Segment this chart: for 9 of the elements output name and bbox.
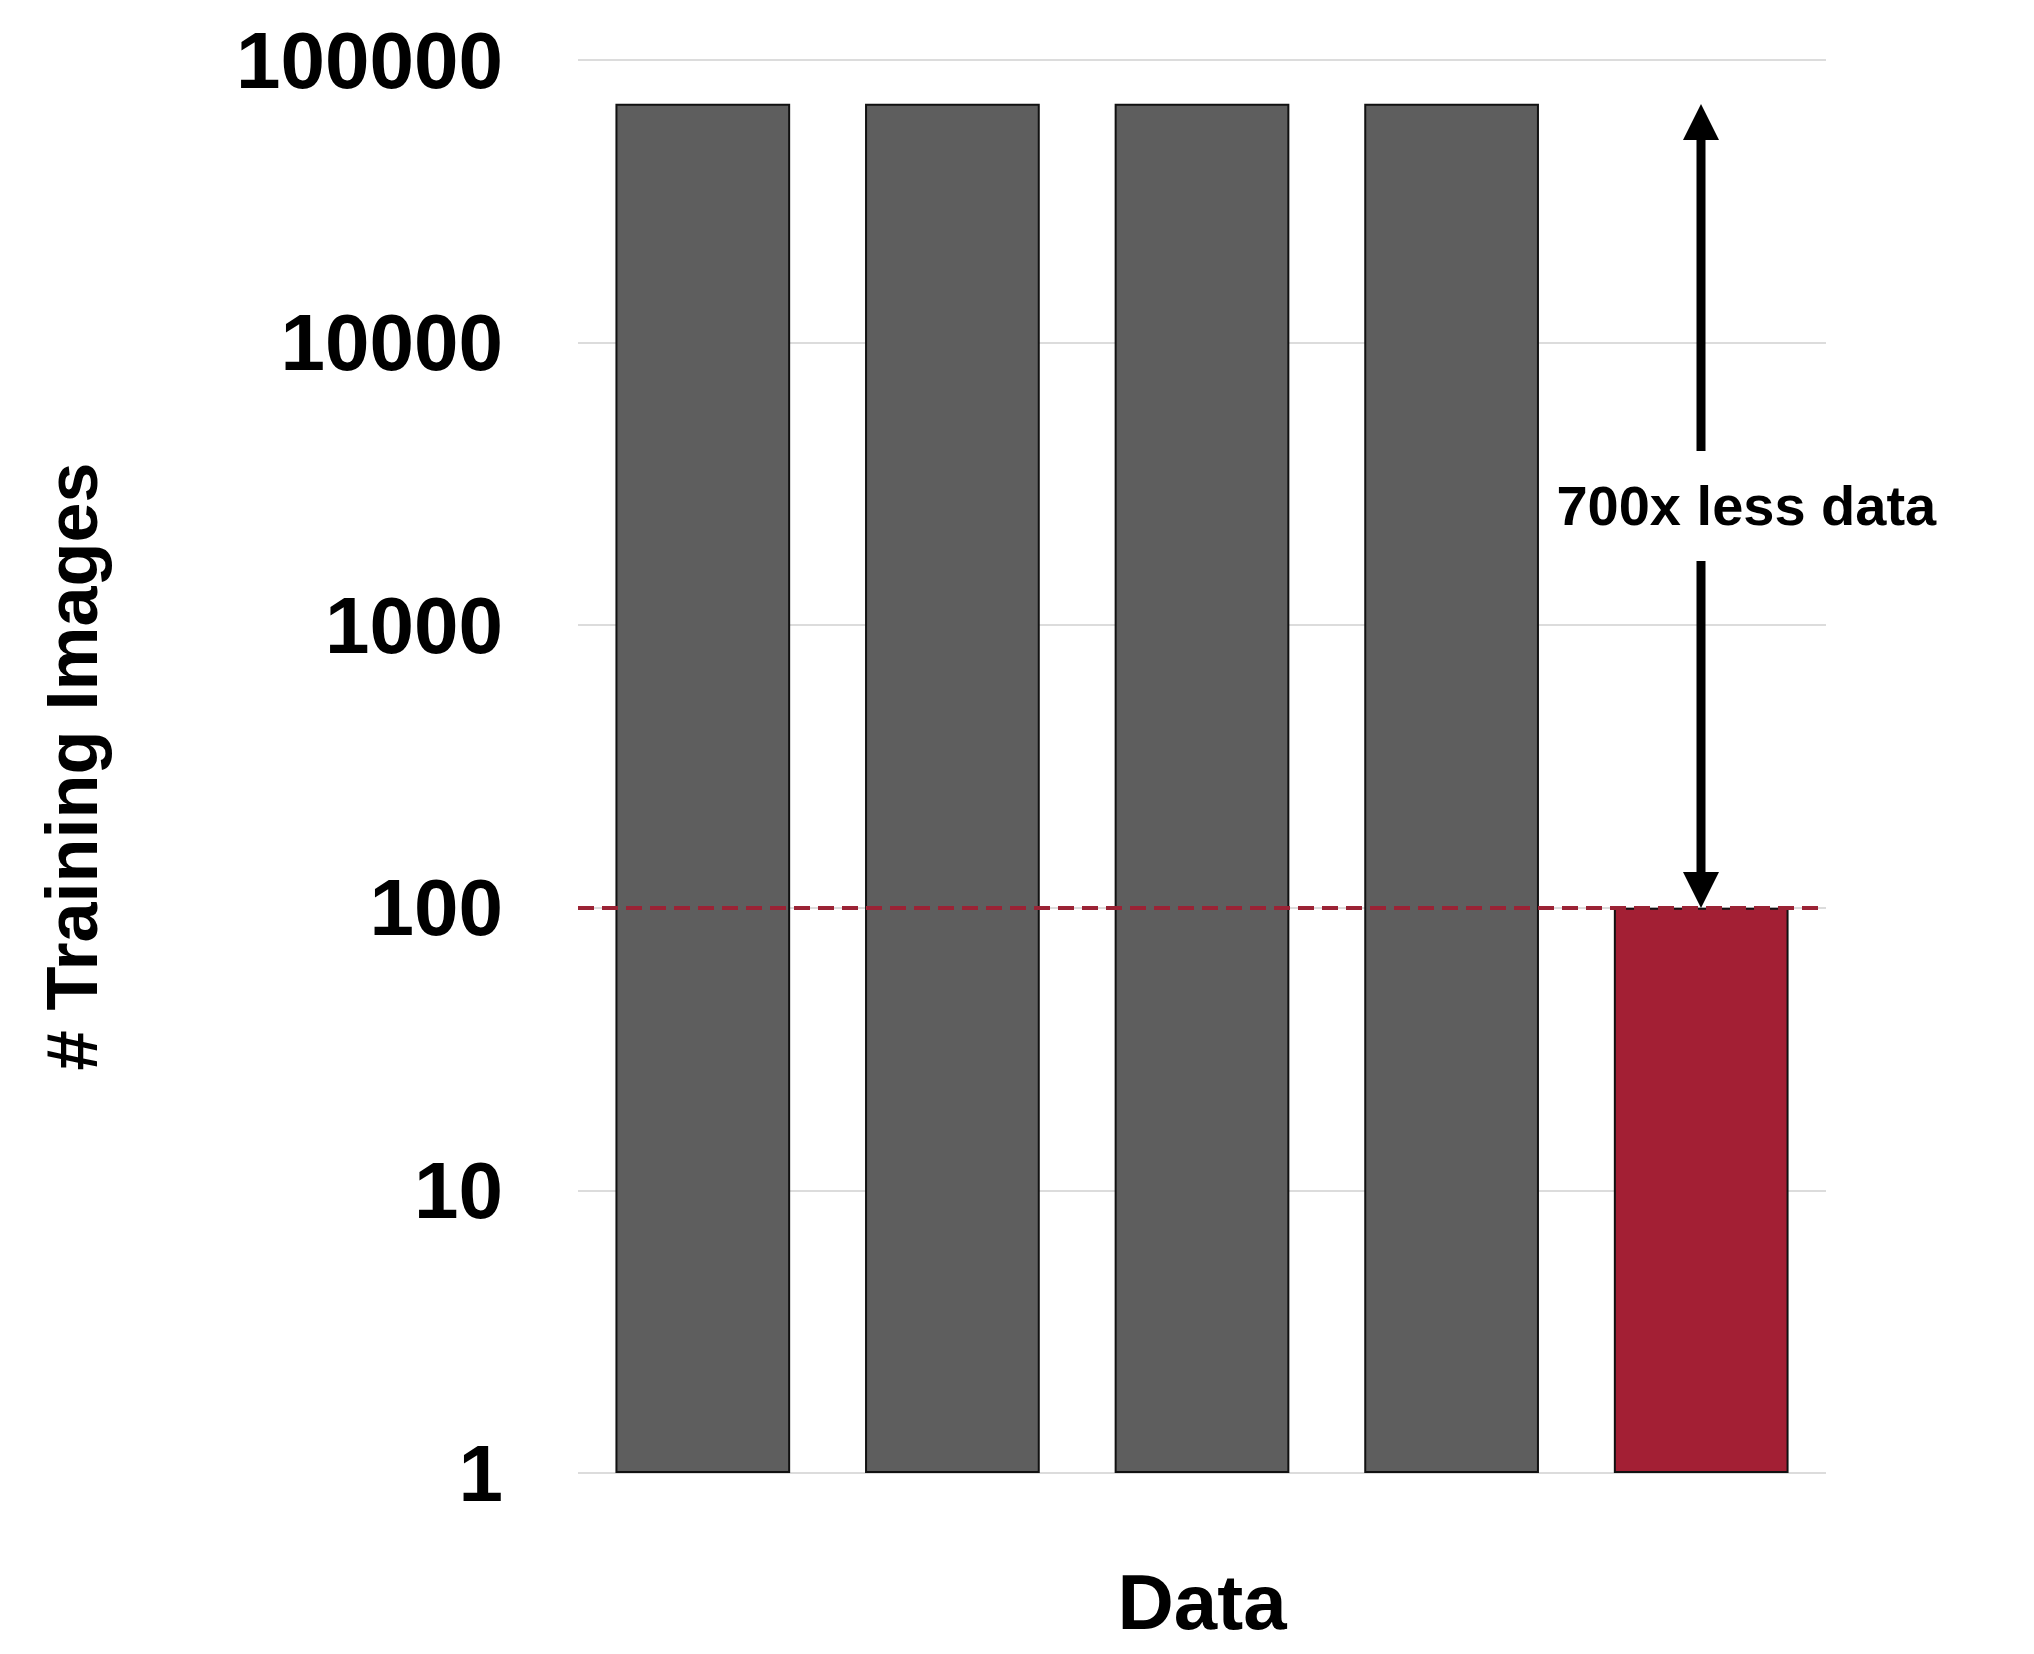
y-tick-label: 10000 <box>280 298 503 388</box>
y-tick-label: 1000 <box>325 580 503 670</box>
y-tick-label: 10 <box>414 1145 503 1235</box>
y-tick-label: 100000 <box>236 15 503 105</box>
y-axis-title: # Training Images <box>32 462 112 1071</box>
x-axis-title: Data <box>1117 1558 1288 1646</box>
annotation: 700x less data <box>1556 474 1938 538</box>
y-tick-label: 1 <box>458 1428 503 1518</box>
y-tick-label: 100 <box>369 863 503 953</box>
